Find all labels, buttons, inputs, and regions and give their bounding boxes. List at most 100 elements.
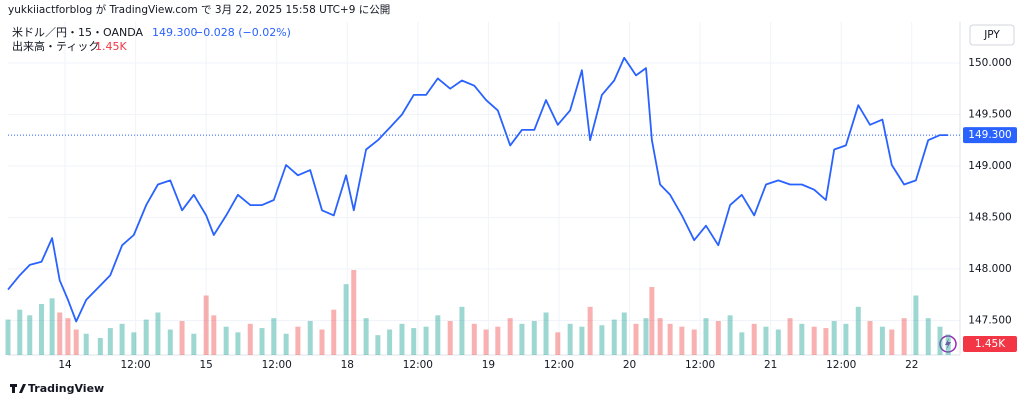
volume-bar	[621, 312, 627, 355]
published-note: yukkiiactforblog が TradingView.com で 3月 …	[8, 3, 390, 16]
volume-bar	[155, 312, 161, 355]
volume-last-label: 1.45K	[975, 338, 1006, 350]
volume-bar	[295, 326, 301, 355]
volume-bar	[471, 323, 477, 355]
volume-bar	[831, 321, 837, 355]
volume-bar	[855, 306, 861, 355]
volume-bar	[57, 312, 63, 355]
x-tick-label: 20	[623, 359, 636, 371]
volume-bar	[667, 323, 673, 355]
volume-bar	[131, 332, 137, 355]
volume-bar	[739, 332, 745, 355]
volume-bar	[363, 318, 369, 355]
y-tick-label: 148.500	[968, 211, 1011, 223]
x-tick-label: 18	[341, 359, 354, 371]
volume-bar	[751, 323, 757, 355]
volume-bar	[459, 306, 465, 355]
volume-bar	[937, 326, 943, 355]
volume-bar	[507, 318, 513, 355]
y-tick-label: 150.000	[968, 57, 1011, 69]
volume-bar	[649, 287, 655, 355]
volume-bar	[387, 329, 393, 355]
x-tick-label: 15	[199, 359, 212, 371]
x-tick-label: 12:00	[120, 359, 150, 371]
volume-bar	[633, 323, 639, 355]
volume-bar	[913, 295, 919, 355]
volume-bar	[867, 321, 873, 355]
volume-bar	[611, 319, 617, 355]
volume-bar	[531, 321, 537, 355]
volume-bar	[925, 318, 931, 355]
volume-bar	[657, 318, 663, 355]
volume-bar	[727, 315, 733, 355]
volume-bar	[579, 326, 585, 355]
y-tick-label: 149.500	[968, 108, 1011, 120]
volume-bar	[679, 326, 685, 355]
volume-bar	[65, 318, 71, 355]
volume-bar	[567, 323, 573, 355]
volume-bar	[703, 318, 709, 355]
volume-last: 1.45K	[95, 40, 127, 53]
volume-bar	[519, 323, 525, 355]
volume-bar	[259, 328, 265, 355]
logo	[10, 384, 26, 393]
last-price-box	[963, 127, 1017, 144]
volume-bar	[879, 326, 885, 355]
volume-bar	[97, 338, 103, 355]
volume-bar	[945, 334, 951, 355]
volume-bar	[235, 332, 241, 355]
x-tick-label: 21	[764, 359, 777, 371]
x-tick-label: 12:00	[544, 359, 574, 371]
price-change: −0.028 (−0.02%)	[194, 26, 291, 39]
volume-bar	[119, 323, 125, 355]
volume-bar	[763, 326, 769, 355]
volume-bar	[787, 318, 793, 355]
volume-bar	[307, 321, 313, 355]
volume-bar	[799, 323, 805, 355]
volume-bar	[17, 309, 23, 355]
volume-bar	[543, 312, 549, 355]
volume-bar	[587, 306, 593, 355]
volume-bar	[823, 328, 829, 355]
volume-bar	[889, 329, 895, 355]
alert-icon-bolt	[945, 338, 951, 350]
currency-box[interactable]	[969, 24, 1015, 46]
y-tick-label: 147.500	[968, 314, 1011, 326]
volume-bar	[143, 319, 149, 355]
volume-bar	[283, 333, 289, 355]
volume-bar	[715, 321, 721, 355]
volume-bar	[203, 295, 209, 355]
volume-bar	[351, 270, 357, 355]
last-price: 149.300	[152, 26, 198, 39]
volume-bar	[495, 326, 501, 355]
volume-bar	[411, 328, 417, 355]
volume-bar	[555, 332, 561, 355]
x-tick-label: 12:00	[826, 359, 856, 371]
volume-bar	[811, 326, 817, 355]
volume-bar	[599, 325, 605, 355]
last-price-label: 149.300	[968, 129, 1011, 141]
volume-bar	[691, 329, 697, 355]
volume-bar	[375, 335, 381, 355]
x-tick-label: 14	[58, 359, 72, 371]
y-tick-label: 149.000	[968, 160, 1011, 172]
x-tick-label: 22	[905, 359, 918, 371]
currency: JPY	[983, 29, 1000, 41]
volume-bar	[247, 323, 253, 355]
volume-bar	[83, 333, 89, 355]
volume-bar	[223, 326, 229, 355]
x-tick-label: 19	[482, 359, 495, 371]
volume-bar	[901, 318, 907, 355]
symbol-title: 米ドル／円・15・OANDA	[12, 26, 143, 39]
y-tick-label: 148.000	[968, 263, 1011, 275]
volume-bar	[343, 284, 349, 355]
volume-bar	[447, 321, 453, 355]
x-tick-label: 12:00	[262, 359, 292, 371]
volume-bar	[435, 315, 441, 355]
volume-bar	[191, 333, 197, 355]
volume-bar	[107, 328, 113, 355]
x-tick-label: 12:00	[403, 359, 433, 371]
volume-bar	[211, 315, 217, 355]
volume-bar	[49, 298, 55, 355]
